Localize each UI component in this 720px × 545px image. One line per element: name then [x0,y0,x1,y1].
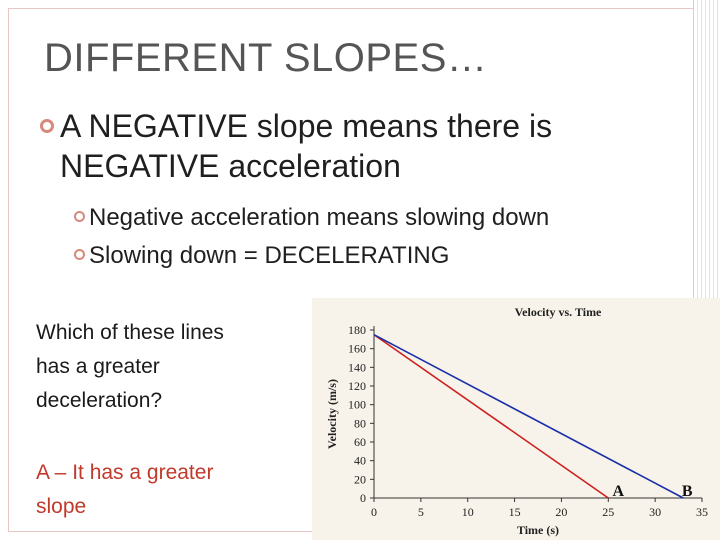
y-tick-label: 140 [348,360,366,374]
answer-text: A – It has a greater slope [36,456,286,524]
x-tick-label: 25 [602,505,614,519]
question-line: Which of these lines [36,321,224,344]
sub-bullet: Slowing down = DECELERATING [74,242,449,270]
slide-title: DIFFERENT SLOPES… [44,36,488,80]
x-tick-label: 5 [418,505,424,519]
x-tick-label: 20 [555,505,567,519]
y-tick-label: 160 [348,342,366,356]
question-line: deceleration? [36,389,163,412]
chart-svg: Velocity vs. Time02040608010012014016018… [325,305,708,537]
question-text: Which of these lines has a greater decel… [36,316,286,418]
sub-bullet-ring-icon [74,249,85,260]
y-tick-label: 40 [354,454,366,468]
sub-bullet-ring-icon [74,211,85,222]
x-tick-label: 0 [371,505,377,519]
main-bullet: A NEGATIVE slope means there is NEGATIVE… [40,106,650,186]
answer-line: A – It has a greater [36,461,214,484]
series-line-A [373,334,609,499]
x-tick-label: 10 [462,505,474,519]
series-label-A: A [613,483,625,500]
y-tick-label: 0 [360,491,366,505]
series-line-B [373,333,684,499]
velocity-chart: Velocity vs. Time 0 20 40 60 80 100 120 140 160 18… [312,298,720,540]
y-tick-label: 20 [354,472,366,486]
bullet-text-line2: NEGATIVE acceleration [60,148,401,184]
x-axis-label: Time (s) [517,523,559,537]
y-tick-label: 180 [348,323,366,337]
bullet-text-line1: A NEGATIVE slope means there is [60,108,553,144]
question-line: has a greater [36,355,160,378]
sub-bullet-text: Slowing down = DECELERATING [89,242,450,269]
answer-line: slope [36,495,87,518]
y-axis-label: Velocity (m/s) [325,379,339,449]
chart-title: Velocity vs. Time [515,305,602,319]
x-tick-label: 35 [696,505,708,519]
y-tick-label: 120 [348,379,366,393]
x-tick-label: 30 [649,505,661,519]
y-tick-label: 80 [354,416,366,430]
series-label-B: B [682,483,693,500]
sub-bullet-text: Negative acceleration means slowing down [89,204,550,231]
x-tick-label: 15 [509,505,521,519]
y-tick-label: 60 [354,435,366,449]
y-tick-label: 100 [348,398,366,412]
bullet-ring-icon [40,119,54,133]
sub-bullet: Negative acceleration means slowing down [74,204,549,232]
